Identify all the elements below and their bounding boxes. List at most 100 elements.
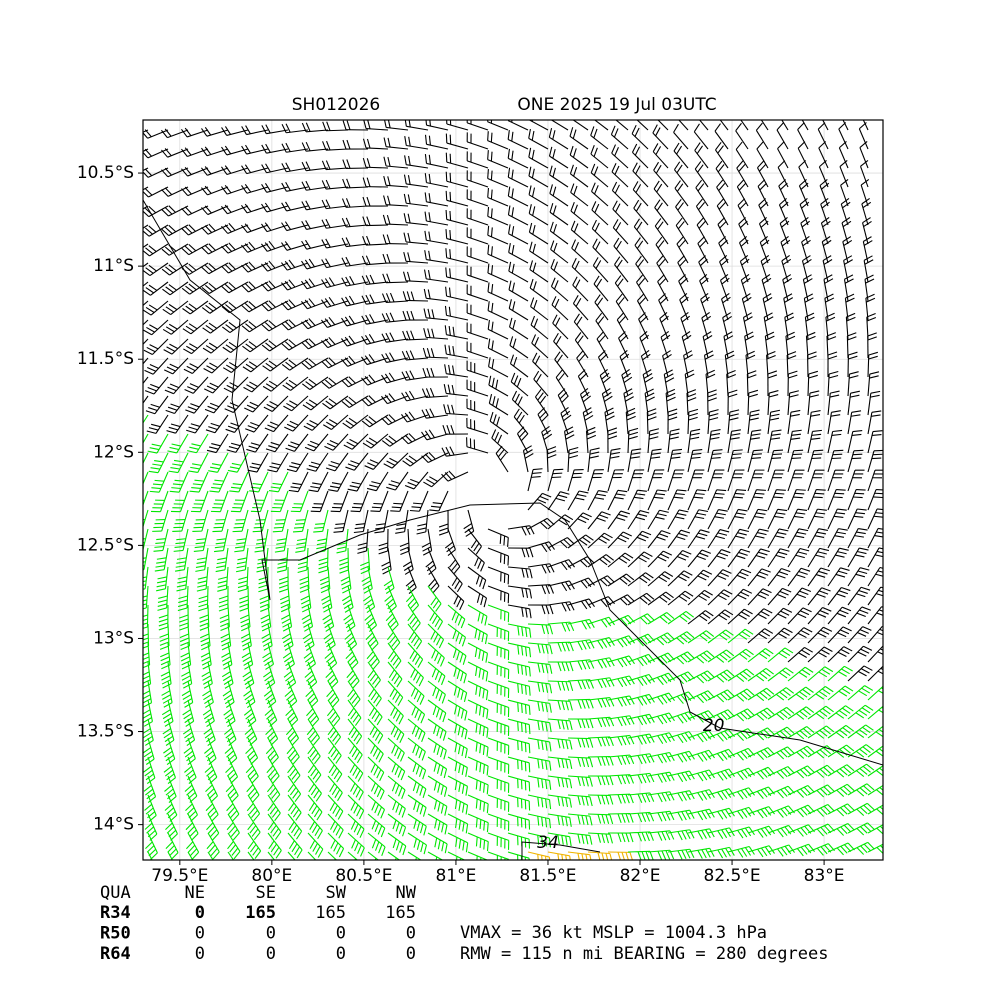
barb-tick: [719, 529, 730, 533]
barb-tick: [490, 170, 493, 181]
barb-tick: [166, 366, 176, 372]
wind-barb: [217, 566, 229, 592]
wind-barb: [222, 338, 249, 353]
barb-tick: [539, 395, 547, 404]
barb-tick: [308, 338, 316, 346]
barb-tick: [228, 242, 236, 251]
wind-barb: [509, 317, 529, 340]
barb-tick: [350, 460, 360, 465]
barb-tick: [304, 319, 312, 328]
wind-barb: [591, 219, 609, 245]
barb-tick: [511, 244, 515, 255]
wind-barb: [527, 584, 554, 595]
wind-barb: [487, 301, 509, 321]
barb-tick: [619, 577, 628, 585]
barb-tick: [170, 423, 181, 428]
wind-barb: [221, 242, 249, 254]
barb-tick: [187, 386, 197, 391]
barb-tick: [532, 472, 542, 475]
barb-tick: [725, 350, 735, 356]
barb-tick: [595, 312, 603, 322]
wind-barb: [867, 469, 883, 492]
wind-barb: [292, 509, 309, 533]
barb-tick: [740, 548, 751, 553]
barb-tick: [636, 274, 644, 283]
barb-tick: [594, 222, 600, 232]
barb-tick: [408, 120, 411, 128]
wind-barb: [707, 529, 730, 549]
barb-tick: [408, 586, 417, 594]
barb-tick: [416, 527, 427, 531]
wind-barb: [422, 347, 449, 359]
barb-tick: [831, 410, 841, 413]
barb-tick: [658, 533, 669, 538]
barb-tick: [328, 357, 336, 365]
barb-tick: [366, 177, 371, 187]
barb-tick: [151, 423, 161, 428]
barb-tick: [601, 639, 608, 648]
wind-barb: [342, 159, 369, 169]
barb-tick: [684, 369, 695, 375]
barb-tick: [771, 457, 782, 459]
wind-barb: [143, 262, 169, 277]
barb-tick: [814, 535, 825, 538]
barb-tick: [404, 484, 415, 490]
barb-tick: [568, 559, 576, 568]
barb-tick: [653, 180, 660, 190]
barb-tick: [637, 489, 647, 492]
wind-barb: [405, 585, 420, 613]
barb-tick: [682, 334, 692, 342]
wind-barb: [381, 352, 409, 363]
barb-tick: [349, 643, 357, 651]
barb-tick: [240, 224, 248, 233]
barb-tick: [509, 336, 514, 346]
barb-tick: [528, 166, 532, 177]
wind-barb: [507, 148, 529, 169]
barb-tick: [407, 232, 411, 243]
barb-tick: [685, 373, 695, 379]
barb-tick: [699, 274, 708, 282]
barb-tick: [176, 538, 186, 541]
wind-barb: [847, 527, 868, 549]
barb-tick: [424, 192, 427, 202]
barb-tick: [788, 374, 798, 379]
barb-tick: [288, 319, 296, 327]
barb-tick: [717, 594, 727, 601]
wind-barb: [636, 274, 649, 302]
barb-tick: [224, 204, 232, 213]
barb-tick: [412, 653, 418, 662]
barb-tick: [395, 527, 406, 530]
barb-tick: [647, 408, 657, 413]
barb-tick: [411, 619, 419, 628]
barb-tick: [164, 226, 173, 235]
barb-tick: [308, 378, 317, 386]
wind-barb: [529, 260, 549, 283]
barb-tick: [209, 362, 219, 369]
barb-tick: [325, 238, 331, 248]
wind-barb: [707, 389, 717, 416]
barb-tick: [313, 530, 323, 533]
barb-tick: [250, 442, 261, 447]
barb-tick: [857, 550, 867, 555]
barb-tick: [712, 453, 722, 456]
barb-tick: [448, 306, 451, 317]
barb-tick: [739, 528, 749, 533]
barb-tick: [349, 658, 357, 667]
barb-tick: [361, 335, 368, 345]
wind-barb: [667, 570, 693, 587]
barb-tick: [818, 570, 828, 575]
barb-tick: [328, 489, 338, 492]
barb-tick: [158, 618, 169, 623]
barb-tick: [674, 161, 681, 170]
barb-tick: [196, 561, 206, 564]
barb-tick: [549, 221, 554, 232]
barb-tick: [234, 550, 244, 553]
barb-tick: [828, 370, 839, 375]
wind-barb: [867, 508, 883, 530]
barb-tick: [161, 268, 170, 276]
barb-tick: [223, 664, 233, 670]
wind-barb: [572, 295, 589, 321]
barb-tick: [382, 214, 387, 225]
barb-tick: [429, 476, 438, 482]
barb-tick: [574, 260, 580, 270]
